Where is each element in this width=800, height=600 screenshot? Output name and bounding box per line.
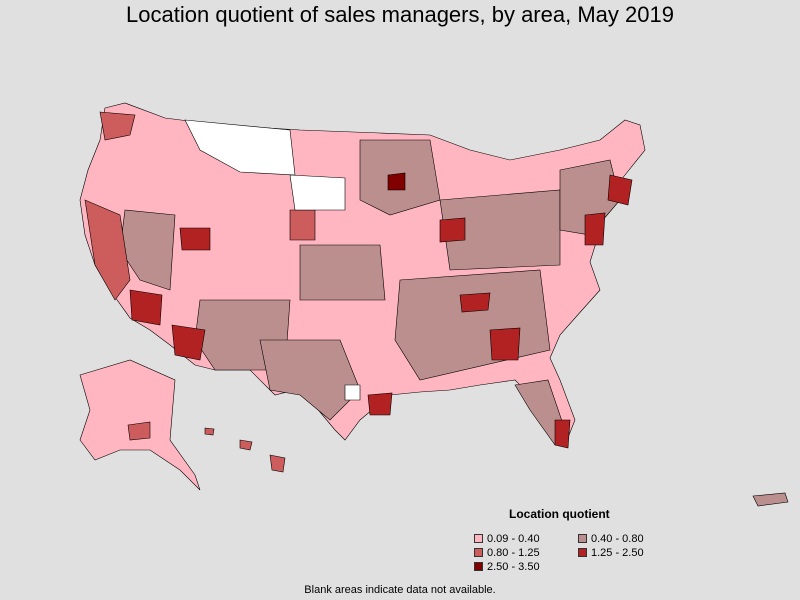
legend-label-2: 0.80 - 1.25 [487,546,540,559]
no-data-texas-central [344,384,361,401]
region-minneapolis [387,172,406,191]
legend-swatch-0 [474,534,483,543]
region-colorado [289,209,316,241]
legend-item-2: 0.80 - 1.25 [474,546,540,559]
region-great-plains [299,244,386,301]
legend-swatch-1 [578,534,587,543]
map-title: Location quotient of sales managers, by … [126,2,674,27]
no-data-montana [184,119,296,176]
region-texas [259,339,361,421]
legend-swatch-4 [474,562,483,571]
region-new-jersey [584,212,606,246]
region-ohio-valley [439,189,561,271]
legend-label-4: 2.50 - 3.50 [487,560,540,573]
puerto-rico [752,492,789,507]
region-chicago [439,217,466,243]
legend-item-0: 0.09 - 0.40 [474,532,540,545]
puerto-rico-shape [752,492,789,507]
region-phoenix [129,289,163,326]
alaska [79,359,201,491]
region-atlanta [489,327,521,361]
region-arizona-south [171,324,206,361]
region-utah [179,227,211,251]
legend-swatch-2 [474,548,483,557]
legend-item-4: 2.50 - 3.50 [474,560,540,573]
legend-item-3: 1.25 - 2.50 [578,546,644,559]
region-houston [367,392,393,416]
no-data-nebraska [289,174,346,211]
legend-label-0: 0.09 - 0.40 [487,532,540,545]
region-boston [607,174,633,206]
hawaii-island-main [269,454,286,473]
region-south-florida [554,419,571,449]
hawaii-island-2 [239,439,253,451]
alaska-anchorage [127,421,151,441]
legend-title: Location quotient [509,507,610,521]
footnote: Blank areas indicate data not available. [304,584,496,596]
contiguous-us [79,102,646,449]
legend-label-1: 0.40 - 0.80 [591,532,644,545]
region-washington [99,111,136,141]
hawaii-island-3 [204,427,215,436]
legend-label-3: 1.25 - 2.50 [591,546,644,559]
region-tennessee [459,292,491,313]
legend-swatch-3 [578,548,587,557]
region-california [84,199,131,301]
legend-item-1: 0.40 - 0.80 [578,532,644,545]
hawaii [204,427,286,473]
